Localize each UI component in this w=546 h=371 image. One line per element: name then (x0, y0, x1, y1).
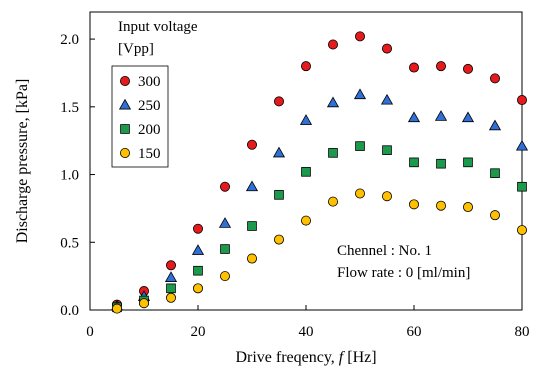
point-250-55 (380, 93, 394, 105)
legend-label-200: 200 (138, 122, 161, 138)
point-200-35 (274, 190, 284, 200)
axis-ticks (89, 38, 523, 311)
y-tick-label-4: 2.0 (60, 32, 79, 48)
legend-items: 300 250 200 150 (118, 74, 161, 162)
x-tick-label-2: 40 (299, 324, 314, 340)
point-150-50 (354, 188, 365, 199)
x-tick-label-0: 0 (86, 324, 94, 340)
point-300-20 (192, 223, 203, 234)
x-tick-label-3: 60 (407, 324, 422, 340)
point-250-75 (488, 119, 502, 131)
point-300-75 (489, 73, 500, 84)
point-200-55 (382, 145, 392, 155)
legend-marker-250 (118, 98, 132, 110)
point-300-65 (435, 61, 446, 72)
x-tick-labels: 0 20 40 60 80 (86, 324, 529, 340)
annotation-flow-rate: Flow rate : 0 [ml/min] (337, 265, 470, 281)
point-300-55 (381, 43, 392, 54)
point-150-45 (327, 196, 338, 207)
point-200-15 (166, 283, 176, 294)
point-250-25 (218, 217, 232, 228)
point-300-40 (300, 61, 311, 72)
point-150-25 (219, 271, 230, 282)
series-150 (112, 188, 528, 314)
point-200-80 (517, 181, 527, 192)
point-150-55 (381, 191, 392, 202)
series-200 (112, 141, 527, 313)
point-200-25 (220, 244, 230, 254)
x-axis-title: Drive freqency, f [Hz] (235, 349, 376, 366)
point-200-20 (193, 265, 203, 276)
x-tick-label-4: 80 (515, 324, 530, 340)
point-250-20 (191, 244, 205, 255)
point-200-45 (328, 148, 338, 158)
y-axis-title: Discharge pressure, [kPa] (14, 79, 31, 244)
point-200-60 (409, 157, 419, 168)
data-series (110, 31, 529, 314)
point-250-35 (272, 146, 286, 158)
legend-label-150: 150 (138, 146, 161, 162)
point-150-80 (517, 225, 528, 236)
point-250-60 (407, 111, 421, 123)
legend-title-line1: Input voltage (118, 19, 198, 35)
y-tick-label-2: 1.0 (60, 168, 79, 184)
point-200-30 (247, 221, 257, 231)
point-300-45 (327, 39, 338, 50)
point-150-60 (408, 199, 419, 210)
point-200-50 (355, 141, 365, 151)
legend-label-300: 300 (138, 74, 161, 90)
point-150-30 (246, 253, 257, 264)
point-250-65 (434, 110, 448, 121)
point-250-70 (461, 111, 475, 123)
point-150-10 (138, 298, 149, 309)
point-150-20 (192, 283, 203, 294)
point-250-50 (353, 88, 367, 100)
point-300-30 (246, 139, 257, 150)
point-150-75 (489, 210, 500, 221)
legend-marker-300 (120, 76, 131, 87)
point-250-45 (326, 96, 340, 108)
point-300-15 (165, 260, 176, 271)
x-tick-label-1: 20 (191, 324, 206, 340)
point-150-65 (435, 200, 446, 211)
y-tick-labels: 0.0 0.5 1.0 1.5 2.0 (60, 32, 79, 319)
point-200-70 (463, 157, 473, 168)
y-tick-label-1: 0.5 (60, 235, 79, 251)
y-tick-label-3: 1.5 (60, 100, 79, 116)
annotation-channel: Chennel : No. 1 (337, 243, 432, 259)
point-250-30 (245, 180, 259, 192)
point-300-25 (219, 181, 230, 192)
point-250-40 (299, 114, 313, 125)
point-150-40 (300, 215, 311, 226)
point-300-50 (354, 31, 365, 42)
legend-label-250: 250 (138, 98, 161, 114)
legend-title-line2: [Vpp] (118, 41, 154, 57)
point-250-15 (164, 271, 178, 282)
point-300-80 (517, 95, 528, 106)
point-200-75 (490, 168, 500, 178)
point-150-15 (165, 292, 176, 303)
point-150-5 (112, 303, 123, 314)
point-200-65 (436, 158, 446, 169)
point-300-60 (408, 62, 419, 73)
point-150-70 (462, 202, 473, 213)
point-150-35 (273, 234, 284, 245)
point-300-35 (273, 96, 284, 107)
point-200-40 (301, 167, 311, 177)
point-300-70 (462, 63, 473, 74)
legend-marker-200 (120, 124, 130, 134)
point-250-80 (515, 139, 529, 151)
y-tick-label-0: 0.0 (60, 303, 79, 319)
legend-marker-150 (120, 147, 131, 158)
